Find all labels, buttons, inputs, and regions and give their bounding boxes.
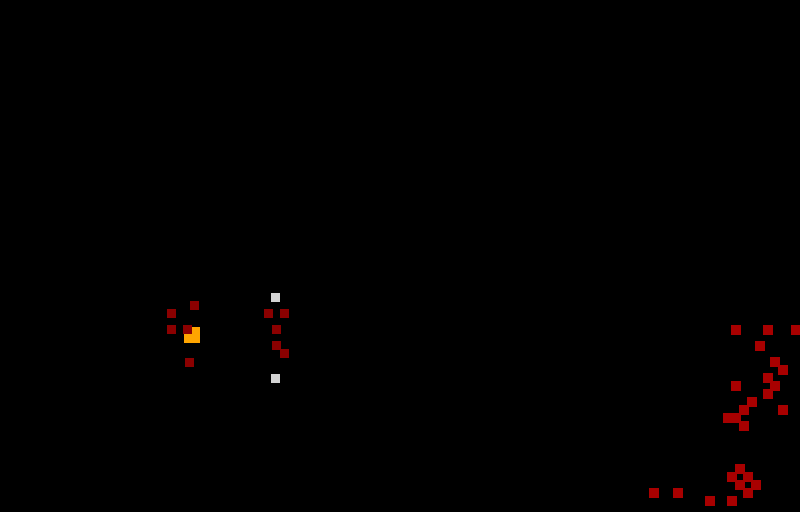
tile-dark-red[interactable] — [272, 325, 281, 334]
tile-bright-red[interactable] — [751, 480, 761, 490]
tile-light-gray[interactable] — [271, 293, 280, 302]
tile-bright-red[interactable] — [763, 389, 773, 399]
tile-bright-red[interactable] — [770, 381, 780, 391]
tile-bright-red[interactable] — [763, 373, 773, 383]
tile-dark-red[interactable] — [264, 309, 273, 318]
tile-dark-red[interactable] — [183, 325, 192, 334]
tile-dark-red[interactable] — [185, 358, 194, 367]
tile-dark-red[interactable] — [167, 309, 176, 318]
tile-bright-red[interactable] — [755, 341, 765, 351]
tile-bright-red[interactable] — [739, 421, 749, 431]
tile-bright-red[interactable] — [723, 413, 733, 423]
tile-dark-red[interactable] — [167, 325, 176, 334]
tile-light-gray[interactable] — [271, 374, 280, 383]
tile-bright-red[interactable] — [731, 325, 741, 335]
tile-bright-red[interactable] — [747, 397, 757, 407]
tile-dark-red[interactable] — [190, 301, 199, 310]
tile-bright-red[interactable] — [763, 325, 773, 335]
tile-bright-red[interactable] — [791, 325, 800, 335]
tile-bright-red[interactable] — [778, 405, 788, 415]
tile-bright-red[interactable] — [743, 472, 753, 482]
tile-bright-red[interactable] — [778, 365, 788, 375]
tile-bright-red[interactable] — [731, 381, 741, 391]
tile-bright-red[interactable] — [735, 464, 745, 474]
tile-dark-red[interactable] — [280, 349, 289, 358]
tile-bright-red[interactable] — [727, 496, 737, 506]
tile-bright-red[interactable] — [673, 488, 683, 498]
tile-bright-red[interactable] — [705, 496, 715, 506]
tile-dark-red[interactable] — [280, 309, 289, 318]
tile-bright-red[interactable] — [739, 405, 749, 415]
tile-bright-red[interactable] — [735, 480, 745, 490]
tile-dark-red[interactable] — [272, 341, 281, 350]
tile-bright-red[interactable] — [743, 488, 753, 498]
tile-bright-red[interactable] — [770, 357, 780, 367]
tile-bright-red[interactable] — [727, 472, 737, 482]
tile-bright-red[interactable] — [731, 413, 741, 423]
tile-bright-red[interactable] — [649, 488, 659, 498]
